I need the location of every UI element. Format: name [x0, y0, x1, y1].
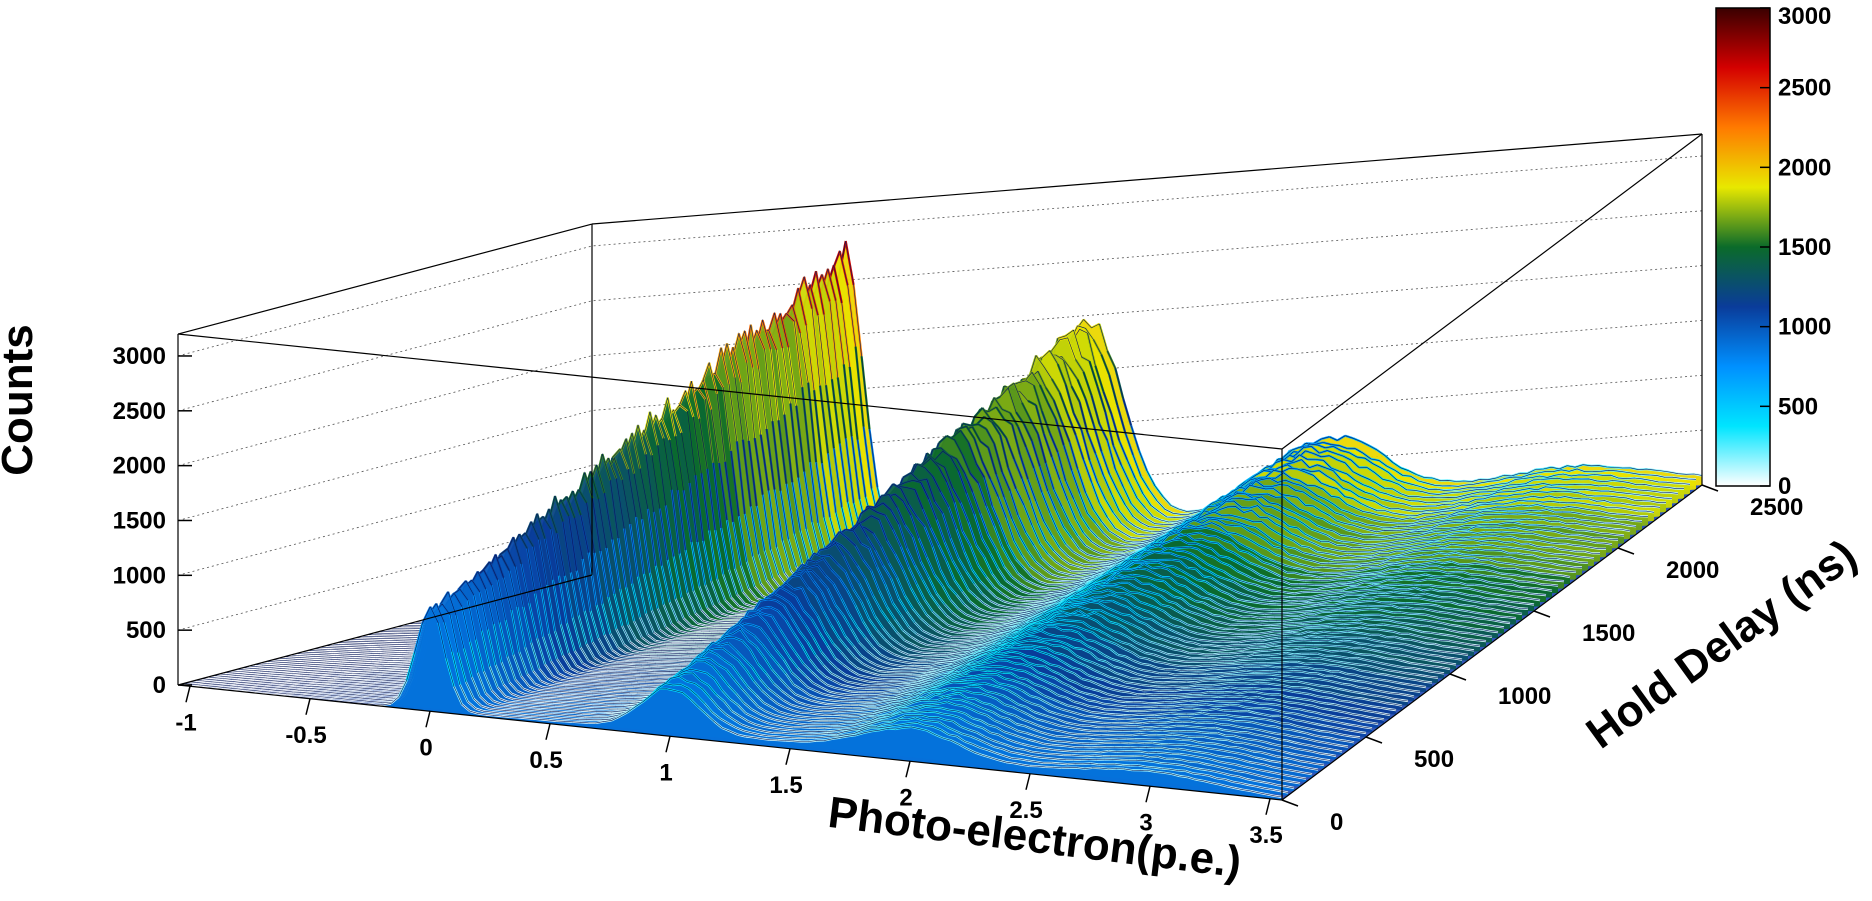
z-tick-label: 500 [126, 617, 166, 644]
x-tick [1266, 799, 1270, 815]
y-tick [1534, 611, 1550, 617]
x-tick-label: -1 [175, 709, 196, 736]
frame-edge [1282, 134, 1702, 449]
colorbar-label: 1000 [1778, 314, 1831, 341]
y-tick [1282, 800, 1298, 806]
surface-layer [178, 241, 1702, 800]
x-tick-label: 0 [419, 734, 432, 761]
colorbar-label: 2500 [1778, 75, 1831, 102]
z-tick-label: 2500 [113, 398, 166, 425]
x-tick [786, 749, 790, 765]
x-tick [1146, 786, 1150, 802]
x-tick [666, 736, 670, 752]
z-tick-label: 1000 [113, 562, 166, 589]
x-tick-label: 0.5 [529, 747, 562, 774]
z-tick-label: 2000 [113, 453, 166, 480]
y-tick-label: 0 [1330, 809, 1343, 836]
x-tick-label: -0.5 [285, 722, 326, 749]
x-tick [546, 724, 550, 740]
y-tick-label: 2500 [1750, 494, 1803, 521]
frame-edge [178, 224, 592, 334]
colorbar-label: 500 [1778, 393, 1818, 420]
x-tick [306, 699, 310, 715]
y-tick [1450, 674, 1466, 680]
x-tick-label: 3.5 [1249, 822, 1282, 849]
z-tick-label: 3000 [113, 343, 166, 370]
x-tick [426, 711, 430, 727]
y-tick-label: 2000 [1666, 557, 1719, 584]
colorbar-label: 3000 [1778, 3, 1831, 30]
x-tick [906, 761, 910, 777]
colorbar-label: 1500 [1778, 234, 1831, 261]
y-tick [1618, 548, 1634, 554]
x-tick [186, 686, 190, 702]
x-tick-label: 1.5 [769, 772, 802, 799]
y-tick [1366, 737, 1382, 743]
x-tick [1026, 774, 1030, 790]
y-tick-label: 1500 [1582, 620, 1635, 647]
z-grid-line [178, 156, 1702, 356]
colorbar: 0 500 1000 1500 2000 2500 3000 [1716, 3, 1831, 500]
colorbar-label: 2000 [1778, 154, 1831, 181]
x-tick-label: 1 [659, 759, 672, 786]
z-tick-label: 1500 [113, 507, 166, 534]
colorbar-label: 0 [1778, 473, 1791, 500]
frame-edge [592, 134, 1702, 224]
z-tick-label: 0 [153, 672, 166, 699]
y-tick-label: 500 [1414, 746, 1454, 773]
z-grid-line [178, 211, 1702, 411]
z-axis-title: Counts [0, 324, 42, 476]
y-tick-label: 1000 [1498, 683, 1551, 710]
z-grid-line [178, 266, 1702, 466]
